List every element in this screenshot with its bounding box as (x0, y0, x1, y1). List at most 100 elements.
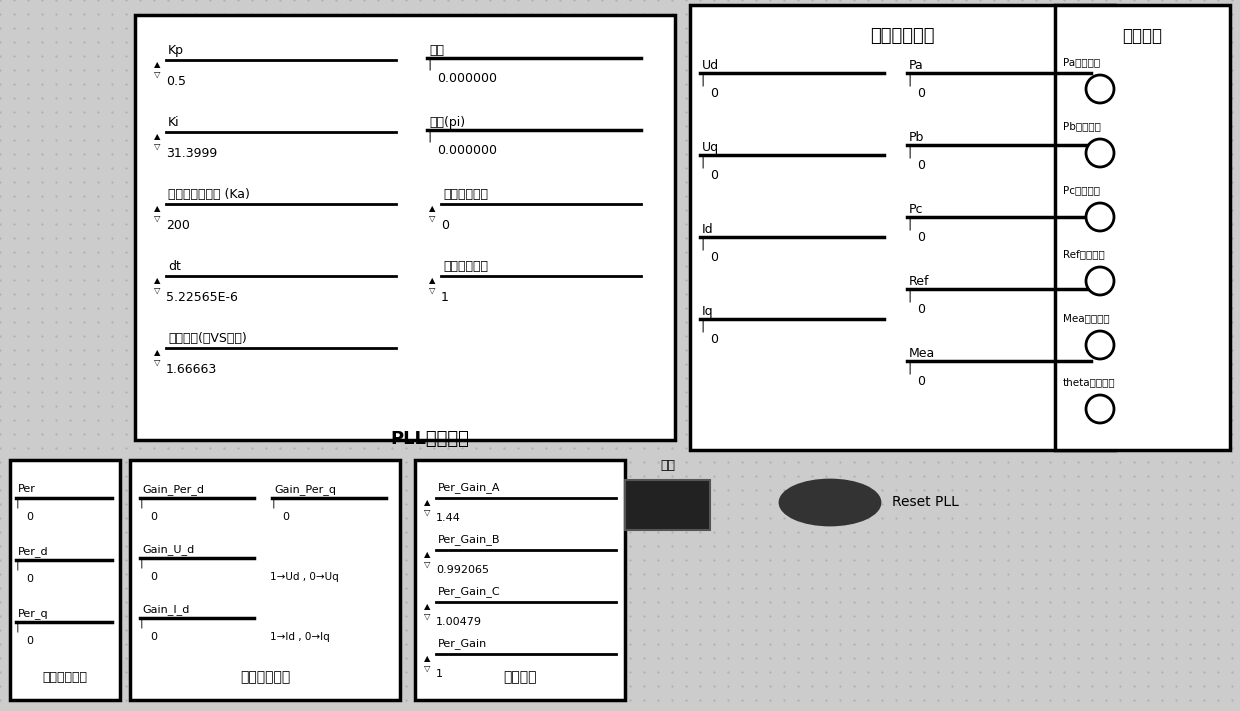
Text: 0.000000: 0.000000 (436, 72, 497, 85)
Text: ▲: ▲ (154, 132, 160, 141)
Text: 0: 0 (281, 512, 289, 522)
Text: 0: 0 (150, 512, 157, 522)
Ellipse shape (780, 480, 880, 525)
Text: ▲: ▲ (424, 498, 430, 507)
Text: 0: 0 (918, 375, 925, 388)
Text: 0: 0 (711, 251, 718, 264)
Text: Per_q: Per_q (19, 608, 48, 619)
Text: Ref: Ref (909, 275, 930, 288)
Text: Per_Gain_A: Per_Gain_A (438, 482, 501, 493)
Text: ▽: ▽ (424, 560, 430, 569)
Text: Gain_Per_d: Gain_Per_d (143, 484, 205, 495)
Text: |: | (16, 622, 20, 633)
Text: 0: 0 (150, 572, 157, 582)
Text: |: | (701, 319, 704, 332)
Text: PLL参数设置: PLL参数设置 (391, 430, 470, 448)
Text: |: | (906, 145, 911, 158)
Text: |: | (140, 498, 144, 508)
Bar (135, 15, 675, 440)
Text: theta输出超限: theta输出超限 (1063, 377, 1116, 387)
Text: Pb输出超限: Pb输出超限 (1063, 121, 1101, 131)
Text: 0: 0 (26, 512, 33, 522)
Text: ▽: ▽ (154, 358, 160, 367)
Text: |: | (272, 498, 275, 508)
Text: 相位(pi): 相位(pi) (429, 116, 465, 129)
Text: ▲: ▲ (429, 204, 435, 213)
Text: ▲: ▲ (154, 348, 160, 357)
Text: Mea输出超限: Mea输出超限 (1063, 313, 1110, 323)
Text: Per_Gain: Per_Gain (438, 638, 487, 649)
Circle shape (1086, 139, 1114, 167)
Text: |: | (140, 558, 144, 569)
Text: Pc输出超限: Pc输出超限 (1063, 185, 1100, 195)
Text: ▲: ▲ (424, 602, 430, 611)
Text: Ki: Ki (167, 116, 180, 129)
Text: |: | (701, 73, 704, 86)
Text: 0.000000: 0.000000 (436, 144, 497, 157)
Text: ▲: ▲ (154, 276, 160, 285)
Text: Per: Per (19, 484, 36, 494)
Text: 0: 0 (918, 231, 925, 244)
Text: |: | (701, 155, 704, 168)
Text: 5.22565E-6: 5.22565E-6 (166, 291, 238, 304)
Text: Pc: Pc (909, 203, 924, 216)
Text: 0: 0 (150, 632, 157, 642)
Text: ▽: ▽ (154, 70, 160, 79)
Text: 0: 0 (918, 159, 925, 172)
Bar (10, 460, 120, 700)
Text: 停止: 停止 (660, 459, 675, 472)
Text: 200: 200 (166, 219, 190, 232)
Circle shape (1086, 203, 1114, 231)
Circle shape (1086, 267, 1114, 295)
Text: |: | (427, 130, 432, 143)
Text: Per_d: Per_d (19, 546, 48, 557)
Text: ▽: ▽ (154, 214, 160, 223)
Text: 1: 1 (441, 291, 449, 304)
Text: 0: 0 (918, 87, 925, 100)
Text: Gain_I_d: Gain_I_d (143, 604, 190, 615)
Text: Per_Gain_B: Per_Gain_B (438, 534, 501, 545)
Text: 0: 0 (711, 169, 718, 182)
Text: |: | (906, 73, 911, 86)
Text: 测试信号选择: 测试信号选择 (239, 670, 290, 684)
Text: dt: dt (167, 260, 181, 273)
Text: ▽: ▽ (424, 664, 430, 673)
Bar (1055, 5, 1230, 450)
Text: |: | (906, 361, 911, 374)
Text: Pb: Pb (909, 131, 924, 144)
Text: 频率: 频率 (429, 44, 444, 57)
Text: ▽: ▽ (154, 142, 160, 151)
Bar (415, 460, 625, 700)
Text: 功放校准: 功放校准 (503, 670, 537, 684)
Text: Ref输出超限: Ref输出超限 (1063, 249, 1105, 259)
Text: 电流增益(与VS匹配): 电流增益(与VS匹配) (167, 332, 247, 345)
Text: 31.3999: 31.3999 (166, 147, 217, 160)
Text: Kp: Kp (167, 44, 184, 57)
Text: 信号实时显示: 信号实时显示 (42, 671, 88, 684)
Bar (625, 480, 711, 530)
Text: 旋转角度调整: 旋转角度调整 (443, 188, 489, 201)
Text: 1→Id , 0→Iq: 1→Id , 0→Iq (270, 632, 330, 642)
Text: 故障测试: 故障测试 (1122, 27, 1163, 45)
Text: Iq: Iq (702, 305, 714, 318)
Text: 0: 0 (711, 333, 718, 346)
Text: 0: 0 (26, 574, 33, 584)
Bar (130, 460, 401, 700)
Text: 抗积分饱和增益 (Ka): 抗积分饱和增益 (Ka) (167, 188, 250, 201)
Text: Gain_Per_q: Gain_Per_q (274, 484, 336, 495)
Text: |: | (16, 498, 20, 508)
Text: 0: 0 (26, 636, 33, 646)
Text: ▲: ▲ (429, 276, 435, 285)
Text: 信号实时显示: 信号实时显示 (870, 27, 935, 45)
Text: 1.44: 1.44 (436, 513, 461, 523)
Text: 1→Ud , 0→Uq: 1→Ud , 0→Uq (270, 572, 339, 582)
Text: Id: Id (702, 223, 714, 236)
Text: ▲: ▲ (424, 550, 430, 559)
Text: 电压增益调整: 电压增益调整 (443, 260, 489, 273)
Text: ▽: ▽ (429, 214, 435, 223)
Text: 0.992065: 0.992065 (436, 565, 489, 575)
Text: Reset PLL: Reset PLL (892, 496, 959, 510)
Text: |: | (140, 618, 144, 629)
Circle shape (1086, 75, 1114, 103)
Text: 0.5: 0.5 (166, 75, 186, 88)
